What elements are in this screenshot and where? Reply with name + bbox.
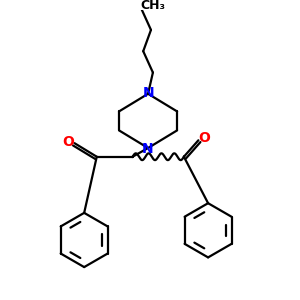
Text: O: O	[63, 135, 75, 149]
Text: N: N	[141, 142, 153, 156]
Text: N: N	[142, 86, 154, 100]
Text: O: O	[198, 131, 210, 145]
Text: CH₃: CH₃	[140, 0, 165, 12]
